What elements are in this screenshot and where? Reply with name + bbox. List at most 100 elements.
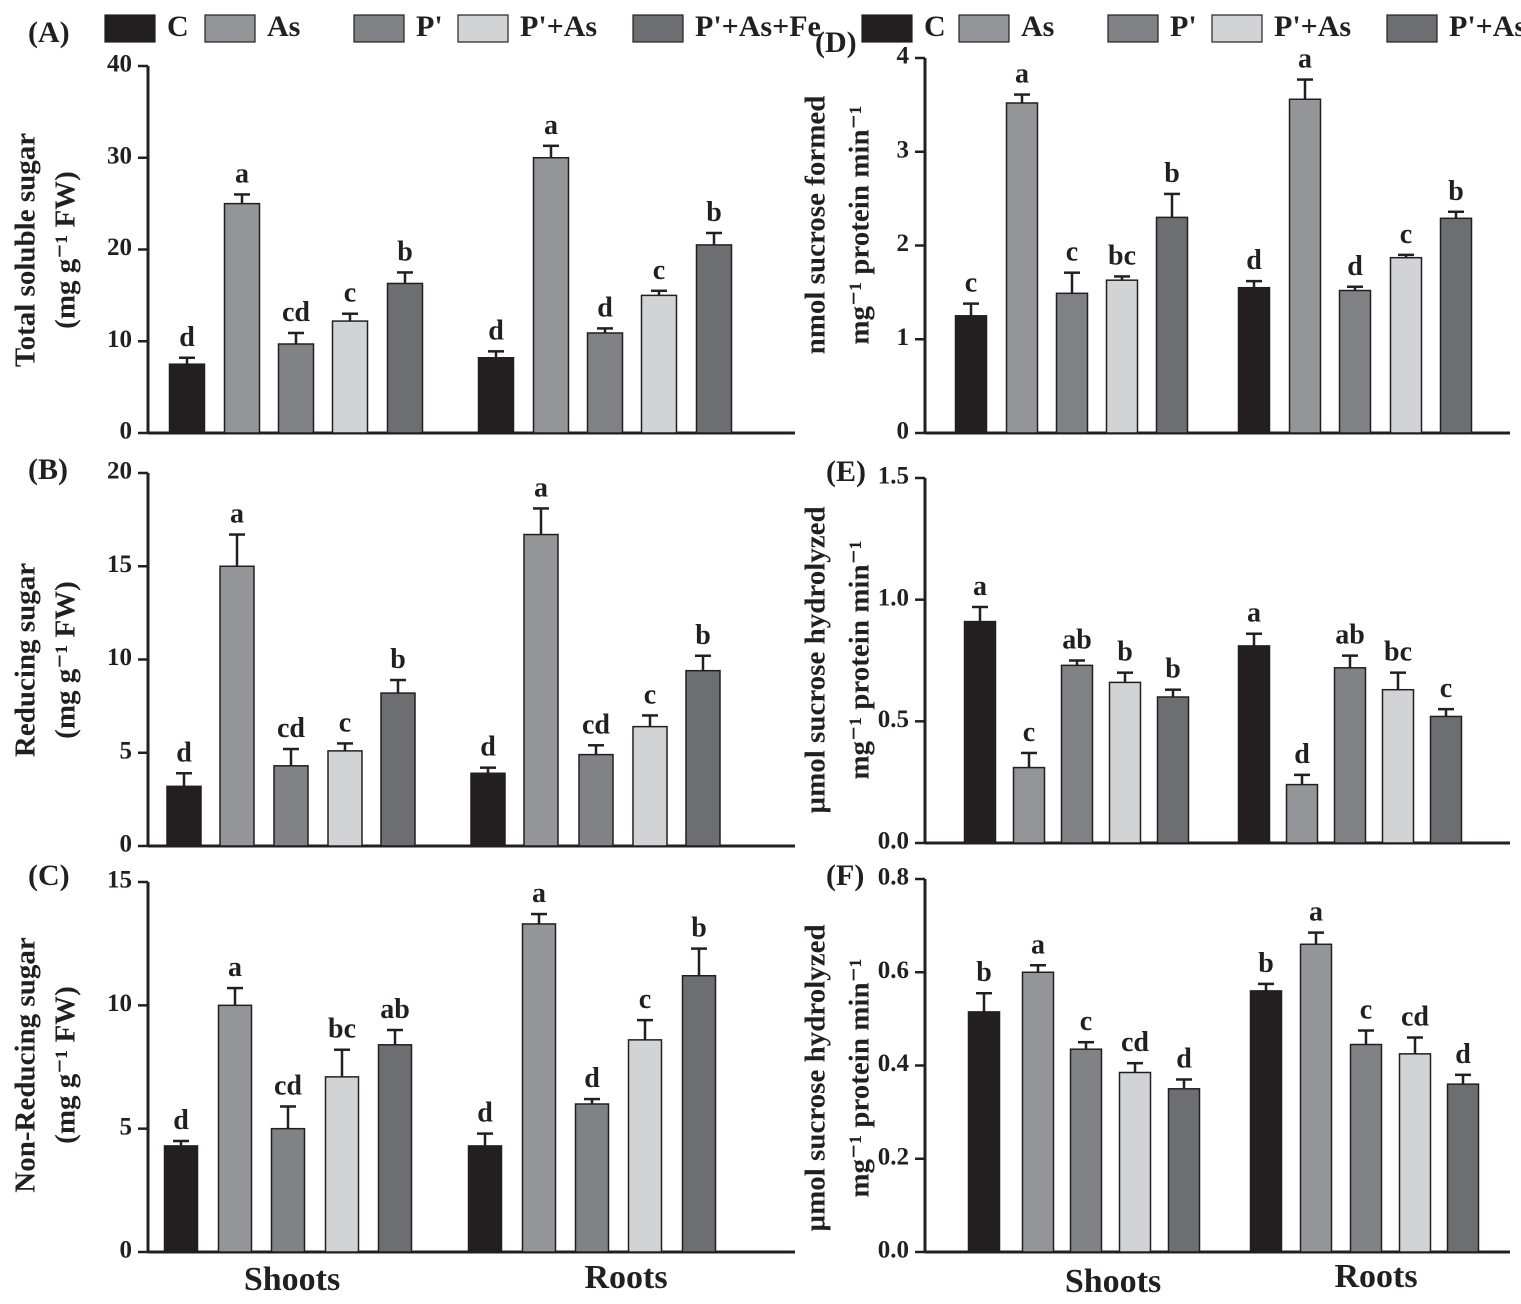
panel-e-roots-p-bar <box>1333 667 1367 844</box>
legend-left-label-p: P' <box>416 10 443 43</box>
legend-right-label-p: P' <box>1170 10 1197 43</box>
panel-f-shoots-p-as-fe-letter: d <box>1176 1043 1192 1074</box>
panel-a-roots-as-letter: a <box>544 110 558 141</box>
panel-f-roots-p-letter: c <box>1360 995 1372 1026</box>
panel-b-ytick-label-0: 0 <box>120 831 133 858</box>
panel-f-ylabel-line-2: mg⁻¹ protein min⁻¹ <box>844 958 876 1197</box>
panel-e-roots-p-as-letter: bc <box>1384 637 1412 668</box>
x-group-labels: Shoots Roots Shoots Roots <box>244 1258 1418 1300</box>
panel-b-shoots-p-letter: cd <box>277 713 305 744</box>
panel-e-ylabel-line-1: µmol sucrose hydrolyzed <box>800 506 832 813</box>
panel-b-ylabel-line-1: Reducing sugar <box>10 563 42 757</box>
panel-e-shoots-p-letter: ab <box>1062 625 1092 656</box>
legend-left-label-c: C <box>167 10 189 43</box>
panel-a-roots-p-as-fe-letter: b <box>706 197 722 228</box>
panel-c-shoots-as-bar <box>217 1004 253 1253</box>
panel-d-roots-c-bar <box>1237 286 1271 434</box>
legend-left-swatch-as <box>204 14 256 43</box>
legend-left-swatch-p <box>353 14 405 43</box>
panel-c-roots-p-bar <box>574 1103 610 1253</box>
panel-c-ytick-label-5: 5 <box>120 1113 133 1140</box>
panel-f-ytick-label-0-6: 0.6 <box>878 957 909 984</box>
panel-f-roots-c-bar <box>1249 990 1283 1253</box>
panel-d-shoots-p-as-fe-bar <box>1155 216 1189 434</box>
panel-b-ytick-label-15: 15 <box>107 551 132 578</box>
panel-d-shoots-as-bar <box>1005 102 1039 434</box>
panel-c-ylabel-line-2: (mg g⁻¹ FW) <box>50 986 82 1144</box>
panel-d-roots-c-letter: d <box>1246 245 1262 276</box>
panel-d-ytick-label-4: 4 <box>897 43 910 70</box>
panel-b-ytick-label-20: 20 <box>107 458 132 485</box>
panel-e-shoots-p-as-fe-letter: b <box>1165 654 1181 685</box>
panel-d-shoots-p-as-bar <box>1105 279 1139 434</box>
legend-right-swatch-as <box>958 14 1010 43</box>
panel-c-shoots-c-letter: d <box>173 1105 189 1136</box>
panel-f-shoots-p-letter: c <box>1080 1006 1092 1037</box>
panel-f-title: (F) <box>826 859 864 892</box>
panel-a-shoots-c-bar <box>168 363 206 434</box>
panel-b-roots-p-as-bar <box>632 725 668 847</box>
panel-b-shoots-as-bar <box>219 565 255 847</box>
legend-right-swatch-p-as-fe <box>1386 14 1438 43</box>
panel-b-shoots-p-bar <box>273 765 309 847</box>
panel-d-shoots-p-bar <box>1055 292 1089 434</box>
panel-c-roots-c-letter: d <box>477 1098 493 1129</box>
panel-a-shoots-p-bar <box>277 343 315 434</box>
legend-right-label-c: C <box>924 10 946 43</box>
panel-c-ylabel-line-1: Non-Reducing sugar <box>10 937 42 1193</box>
panel-b-roots-as-bar <box>523 533 559 847</box>
panel-c-roots-p-as-fe-letter: b <box>691 913 707 944</box>
x-group-label-roots-left: Roots <box>584 1259 667 1296</box>
panel-c-roots-c-bar <box>467 1145 503 1253</box>
panel-f-ytick-label-0-2: 0.2 <box>878 1143 909 1170</box>
panel-e-shoots-p-as-letter: b <box>1117 637 1133 668</box>
panel-e-title: (E) <box>826 455 866 488</box>
panel-e-ylabel-line-2: mg⁻¹ protein min⁻¹ <box>844 540 876 779</box>
panel-a-shoots-p-as-fe-bar <box>386 282 424 434</box>
panel-f-roots-p-bar <box>1349 1043 1383 1253</box>
panel-a-ylabel-line-2: (mg g⁻¹ FW) <box>50 171 82 329</box>
panel-c-ytick-label-10: 10 <box>107 990 132 1017</box>
panel-b-ytick-label-10: 10 <box>107 644 132 671</box>
panel-e-ytick-label-0-5: 0.5 <box>878 706 909 733</box>
panel-d-shoots-p-as-letter: bc <box>1108 240 1136 271</box>
panel-d-ylabel-line-2: mg⁻¹ protein min⁻¹ <box>844 105 876 344</box>
panel-a: (A) Total soluble sugar (mg g⁻¹ FW) 0 10 20 30… <box>10 16 795 445</box>
panel-a-roots-as-bar <box>532 157 570 434</box>
panel-c-shoots-p-letter: cd <box>274 1070 302 1101</box>
panel-c-shoots-p-as-fe-letter: ab <box>380 994 410 1025</box>
panel-c-shoots-p-as-letter: bc <box>328 1014 356 1045</box>
panel-f-roots-as-bar <box>1299 943 1333 1253</box>
panel-b-roots-c-letter: d <box>480 732 496 763</box>
panel-f-ytick-label-0-8: 0.8 <box>878 864 909 891</box>
panel-a-ytick-label-30: 30 <box>107 142 132 169</box>
panel-a-roots-p-as-bar <box>640 294 678 434</box>
panel-f-roots-c-letter: b <box>1258 948 1274 979</box>
panel-e-roots-as-bar <box>1285 783 1319 844</box>
panel-d: (D) nmol sucrose formed mg⁻¹ protein min⁻¹… <box>800 26 1510 445</box>
panel-a-roots-c-bar <box>477 357 515 434</box>
panel-a-shoots-p-as-letter: c <box>344 278 356 309</box>
legend-left-swatch-c <box>104 14 156 43</box>
panel-d-ylabel-line-1: nmol sucrose formed <box>800 96 832 355</box>
panel-b-roots-p-letter: cd <box>582 709 610 740</box>
panel-d-ytick-label-0: 0 <box>897 418 910 445</box>
panel-d-ytick-label-1: 1 <box>897 324 910 351</box>
panel-d-shoots-p-letter: c <box>1066 237 1078 268</box>
panel-e-roots-c-letter: a <box>1247 598 1261 629</box>
panel-c-shoots-p-as-fe-bar <box>377 1044 413 1253</box>
x-group-label-shoots-left: Shoots <box>244 1261 340 1298</box>
panel-f-shoots-p-as-fe-bar <box>1167 1088 1201 1253</box>
panel-f-shoots-as-letter: a <box>1031 929 1045 960</box>
panel-d-roots-p-as-fe-letter: b <box>1448 176 1464 207</box>
panel-f-shoots-c-letter: b <box>976 957 992 988</box>
panel-e-shoots-c-letter: a <box>973 571 987 602</box>
panel-f-ytick-label-0-0: 0.0 <box>878 1237 909 1264</box>
panel-c-shoots-c-bar <box>163 1145 199 1253</box>
panel-b: (B)Reducing sugar (mg g⁻¹ FW)05101520dacd… <box>10 453 795 858</box>
panel-c: (C) Non-Reducing sugar (mg g⁻¹ FW) 0 5 10 15 d a… <box>10 859 795 1264</box>
panel-a-roots-c-letter: d <box>488 315 504 346</box>
legend-right-label-p-as-fe: P'+As+Fe <box>1449 10 1521 43</box>
legend-right: C As P' P'+As P'+As+Fe <box>861 10 1521 43</box>
panel-b-roots-as-letter: a <box>534 472 548 503</box>
